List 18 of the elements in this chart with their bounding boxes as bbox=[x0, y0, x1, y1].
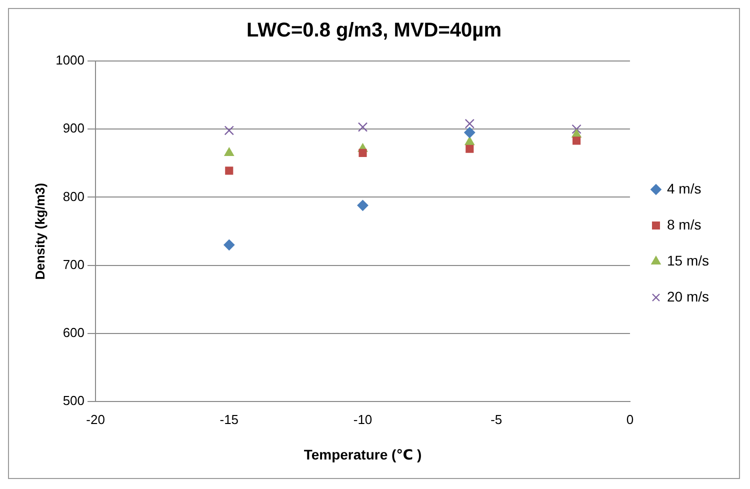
legend-label: 4 m/s bbox=[666, 180, 702, 196]
x-axis-title: Temperature (℃ ) bbox=[304, 446, 422, 462]
x-tick-label: -15 bbox=[220, 412, 239, 427]
y-tick-label: 1000 bbox=[56, 52, 85, 68]
x-tick-label: -10 bbox=[353, 412, 372, 427]
y-tick-label: 600 bbox=[62, 325, 85, 340]
legend-label: 8 m/s bbox=[666, 216, 702, 232]
legend-label: 15 m/s bbox=[666, 252, 709, 268]
y-tick-label: 500 bbox=[62, 393, 85, 408]
legend-label: 20 m/s bbox=[666, 288, 709, 304]
chart-title: LWC=0.8 g/m3, MVD=40µm bbox=[246, 20, 502, 42]
y-tick-label: 800 bbox=[62, 188, 85, 204]
y-axis-title: Density (kg/m3) bbox=[32, 182, 48, 280]
y-tick-label: 900 bbox=[62, 120, 85, 136]
x-tick-label: -20 bbox=[86, 412, 105, 427]
x-tick-label: 0 bbox=[626, 412, 634, 427]
y-tick-label: 700 bbox=[62, 256, 85, 272]
x-tick-label: -5 bbox=[490, 412, 502, 427]
